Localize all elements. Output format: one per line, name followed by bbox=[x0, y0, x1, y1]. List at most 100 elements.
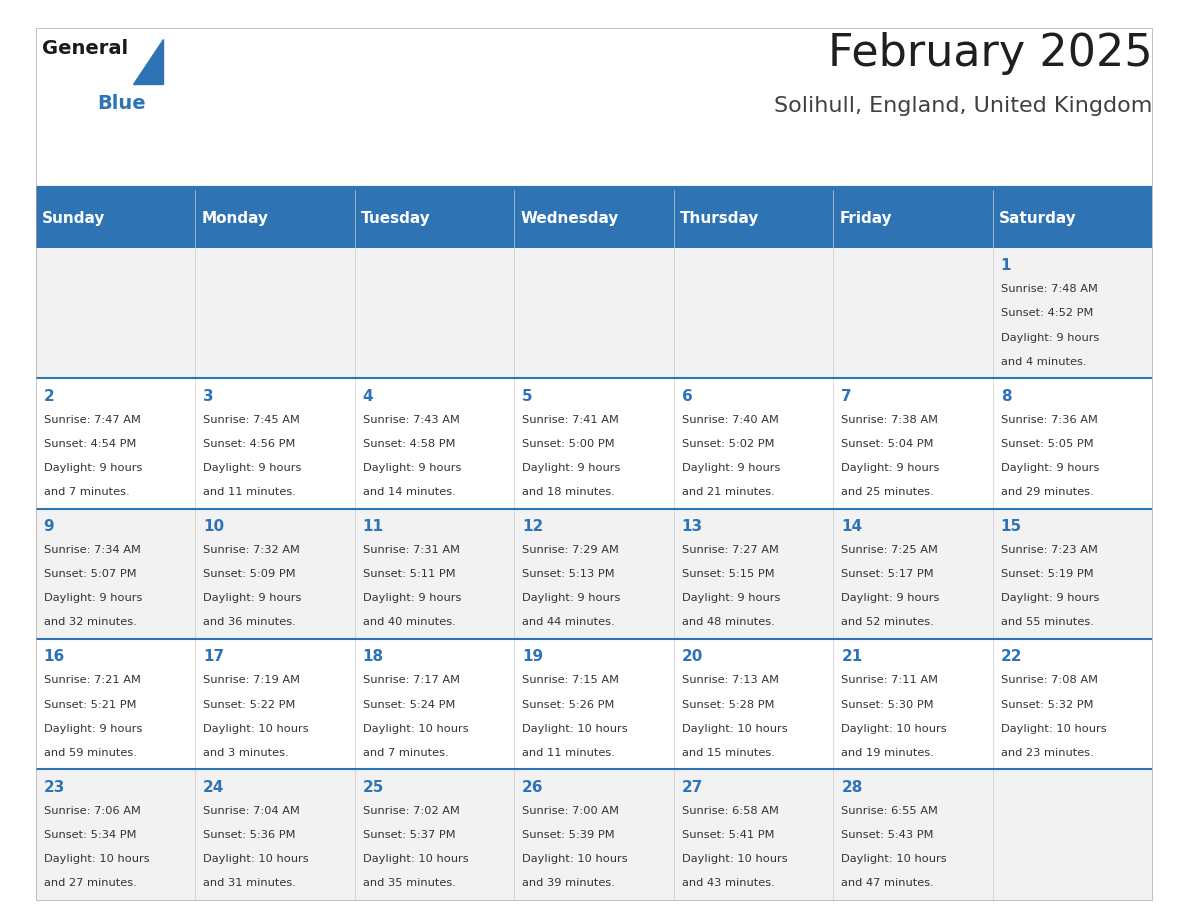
Text: Daylight: 9 hours: Daylight: 9 hours bbox=[44, 593, 143, 603]
Text: Daylight: 9 hours: Daylight: 9 hours bbox=[203, 463, 302, 473]
Text: Sunset: 5:07 PM: Sunset: 5:07 PM bbox=[44, 569, 137, 579]
Text: and 59 minutes.: and 59 minutes. bbox=[44, 748, 137, 757]
Text: and 29 minutes.: and 29 minutes. bbox=[1000, 487, 1094, 497]
Text: Sunset: 4:52 PM: Sunset: 4:52 PM bbox=[1000, 308, 1093, 319]
Text: and 23 minutes.: and 23 minutes. bbox=[1000, 748, 1094, 757]
Text: Daylight: 10 hours: Daylight: 10 hours bbox=[841, 854, 947, 864]
Text: Sunset: 5:13 PM: Sunset: 5:13 PM bbox=[523, 569, 615, 579]
Text: Thursday: Thursday bbox=[681, 210, 759, 226]
Text: and 7 minutes.: and 7 minutes. bbox=[362, 748, 448, 757]
Text: 13: 13 bbox=[682, 519, 703, 534]
Text: and 15 minutes.: and 15 minutes. bbox=[682, 748, 775, 757]
Text: 3: 3 bbox=[203, 388, 214, 404]
Text: Sunset: 5:39 PM: Sunset: 5:39 PM bbox=[523, 830, 615, 840]
Text: Sunrise: 7:11 AM: Sunrise: 7:11 AM bbox=[841, 676, 939, 686]
Text: Daylight: 9 hours: Daylight: 9 hours bbox=[682, 463, 781, 473]
Text: Sunrise: 7:45 AM: Sunrise: 7:45 AM bbox=[203, 415, 301, 425]
Text: and 4 minutes.: and 4 minutes. bbox=[1000, 357, 1086, 366]
Text: and 27 minutes.: and 27 minutes. bbox=[44, 879, 137, 888]
Text: Sunrise: 7:15 AM: Sunrise: 7:15 AM bbox=[523, 676, 619, 686]
Text: 15: 15 bbox=[1000, 519, 1022, 534]
Text: Tuesday: Tuesday bbox=[361, 210, 431, 226]
Text: Wednesday: Wednesday bbox=[520, 210, 619, 226]
Text: and 40 minutes.: and 40 minutes. bbox=[362, 618, 455, 627]
Text: Sunset: 5:04 PM: Sunset: 5:04 PM bbox=[841, 439, 934, 449]
Text: 26: 26 bbox=[523, 779, 544, 795]
Text: Daylight: 10 hours: Daylight: 10 hours bbox=[523, 723, 627, 733]
Text: Daylight: 10 hours: Daylight: 10 hours bbox=[1000, 723, 1106, 733]
Text: 20: 20 bbox=[682, 649, 703, 665]
Text: Sunrise: 7:41 AM: Sunrise: 7:41 AM bbox=[523, 415, 619, 425]
Text: and 18 minutes.: and 18 minutes. bbox=[523, 487, 615, 497]
Text: and 7 minutes.: and 7 minutes. bbox=[44, 487, 129, 497]
Text: 6: 6 bbox=[682, 388, 693, 404]
Text: 19: 19 bbox=[523, 649, 543, 665]
Text: Sunrise: 7:43 AM: Sunrise: 7:43 AM bbox=[362, 415, 460, 425]
Text: Sunrise: 7:48 AM: Sunrise: 7:48 AM bbox=[1000, 285, 1098, 295]
Text: Daylight: 9 hours: Daylight: 9 hours bbox=[44, 463, 143, 473]
Text: Daylight: 9 hours: Daylight: 9 hours bbox=[1000, 463, 1099, 473]
Text: Sunrise: 7:06 AM: Sunrise: 7:06 AM bbox=[44, 806, 140, 816]
Text: Blue: Blue bbox=[97, 94, 146, 113]
Text: General: General bbox=[42, 39, 127, 58]
Text: Daylight: 9 hours: Daylight: 9 hours bbox=[523, 463, 620, 473]
FancyBboxPatch shape bbox=[36, 378, 1152, 509]
Text: and 11 minutes.: and 11 minutes. bbox=[523, 748, 615, 757]
Text: and 21 minutes.: and 21 minutes. bbox=[682, 487, 775, 497]
Text: Sunrise: 7:19 AM: Sunrise: 7:19 AM bbox=[203, 676, 301, 686]
Text: Daylight: 10 hours: Daylight: 10 hours bbox=[362, 723, 468, 733]
Text: 23: 23 bbox=[44, 779, 65, 795]
FancyBboxPatch shape bbox=[36, 639, 1152, 769]
Text: Daylight: 9 hours: Daylight: 9 hours bbox=[841, 593, 940, 603]
Text: Sunrise: 7:34 AM: Sunrise: 7:34 AM bbox=[44, 545, 140, 555]
Text: Sunset: 5:32 PM: Sunset: 5:32 PM bbox=[1000, 700, 1093, 710]
Text: Monday: Monday bbox=[202, 210, 268, 226]
Text: Sunset: 5:11 PM: Sunset: 5:11 PM bbox=[362, 569, 455, 579]
Text: Sunset: 5:37 PM: Sunset: 5:37 PM bbox=[362, 830, 455, 840]
Text: 4: 4 bbox=[362, 388, 373, 404]
Text: Sunset: 5:24 PM: Sunset: 5:24 PM bbox=[362, 700, 455, 710]
Text: 21: 21 bbox=[841, 649, 862, 665]
Text: February 2025: February 2025 bbox=[828, 32, 1152, 75]
Text: 9: 9 bbox=[44, 519, 55, 534]
Text: Sunset: 5:30 PM: Sunset: 5:30 PM bbox=[841, 700, 934, 710]
Text: Sunset: 5:26 PM: Sunset: 5:26 PM bbox=[523, 700, 614, 710]
Text: and 48 minutes.: and 48 minutes. bbox=[682, 618, 775, 627]
Text: Daylight: 10 hours: Daylight: 10 hours bbox=[682, 723, 788, 733]
Polygon shape bbox=[133, 39, 163, 84]
Text: 24: 24 bbox=[203, 779, 225, 795]
Text: Sunrise: 7:31 AM: Sunrise: 7:31 AM bbox=[362, 545, 460, 555]
Text: Daylight: 10 hours: Daylight: 10 hours bbox=[841, 723, 947, 733]
Text: Sunset: 5:09 PM: Sunset: 5:09 PM bbox=[203, 569, 296, 579]
Text: 2: 2 bbox=[44, 388, 55, 404]
Text: 18: 18 bbox=[362, 649, 384, 665]
FancyBboxPatch shape bbox=[36, 509, 1152, 639]
Text: 28: 28 bbox=[841, 779, 862, 795]
Text: Sunrise: 7:13 AM: Sunrise: 7:13 AM bbox=[682, 676, 779, 686]
Text: Daylight: 10 hours: Daylight: 10 hours bbox=[523, 854, 627, 864]
Text: Sunrise: 7:04 AM: Sunrise: 7:04 AM bbox=[203, 806, 301, 816]
Text: Daylight: 9 hours: Daylight: 9 hours bbox=[1000, 332, 1099, 342]
Text: Daylight: 10 hours: Daylight: 10 hours bbox=[203, 854, 309, 864]
FancyBboxPatch shape bbox=[36, 248, 1152, 378]
Text: 14: 14 bbox=[841, 519, 862, 534]
Text: Saturday: Saturday bbox=[999, 210, 1078, 226]
Text: 27: 27 bbox=[682, 779, 703, 795]
Text: Sunrise: 7:47 AM: Sunrise: 7:47 AM bbox=[44, 415, 140, 425]
Text: and 25 minutes.: and 25 minutes. bbox=[841, 487, 934, 497]
Text: Sunset: 5:41 PM: Sunset: 5:41 PM bbox=[682, 830, 775, 840]
Text: Solihull, England, United Kingdom: Solihull, England, United Kingdom bbox=[775, 96, 1152, 117]
Text: Sunrise: 7:00 AM: Sunrise: 7:00 AM bbox=[523, 806, 619, 816]
Text: Daylight: 10 hours: Daylight: 10 hours bbox=[682, 854, 788, 864]
Text: Daylight: 10 hours: Daylight: 10 hours bbox=[44, 854, 150, 864]
Text: and 39 minutes.: and 39 minutes. bbox=[523, 879, 615, 888]
Text: Sunrise: 6:58 AM: Sunrise: 6:58 AM bbox=[682, 806, 778, 816]
Text: Sunrise: 7:32 AM: Sunrise: 7:32 AM bbox=[203, 545, 301, 555]
Text: Daylight: 9 hours: Daylight: 9 hours bbox=[1000, 593, 1099, 603]
Text: Sunset: 5:28 PM: Sunset: 5:28 PM bbox=[682, 700, 775, 710]
Text: Daylight: 9 hours: Daylight: 9 hours bbox=[523, 593, 620, 603]
Text: and 35 minutes.: and 35 minutes. bbox=[362, 879, 455, 888]
Text: 17: 17 bbox=[203, 649, 225, 665]
Text: Sunrise: 7:38 AM: Sunrise: 7:38 AM bbox=[841, 415, 939, 425]
Text: 12: 12 bbox=[523, 519, 543, 534]
